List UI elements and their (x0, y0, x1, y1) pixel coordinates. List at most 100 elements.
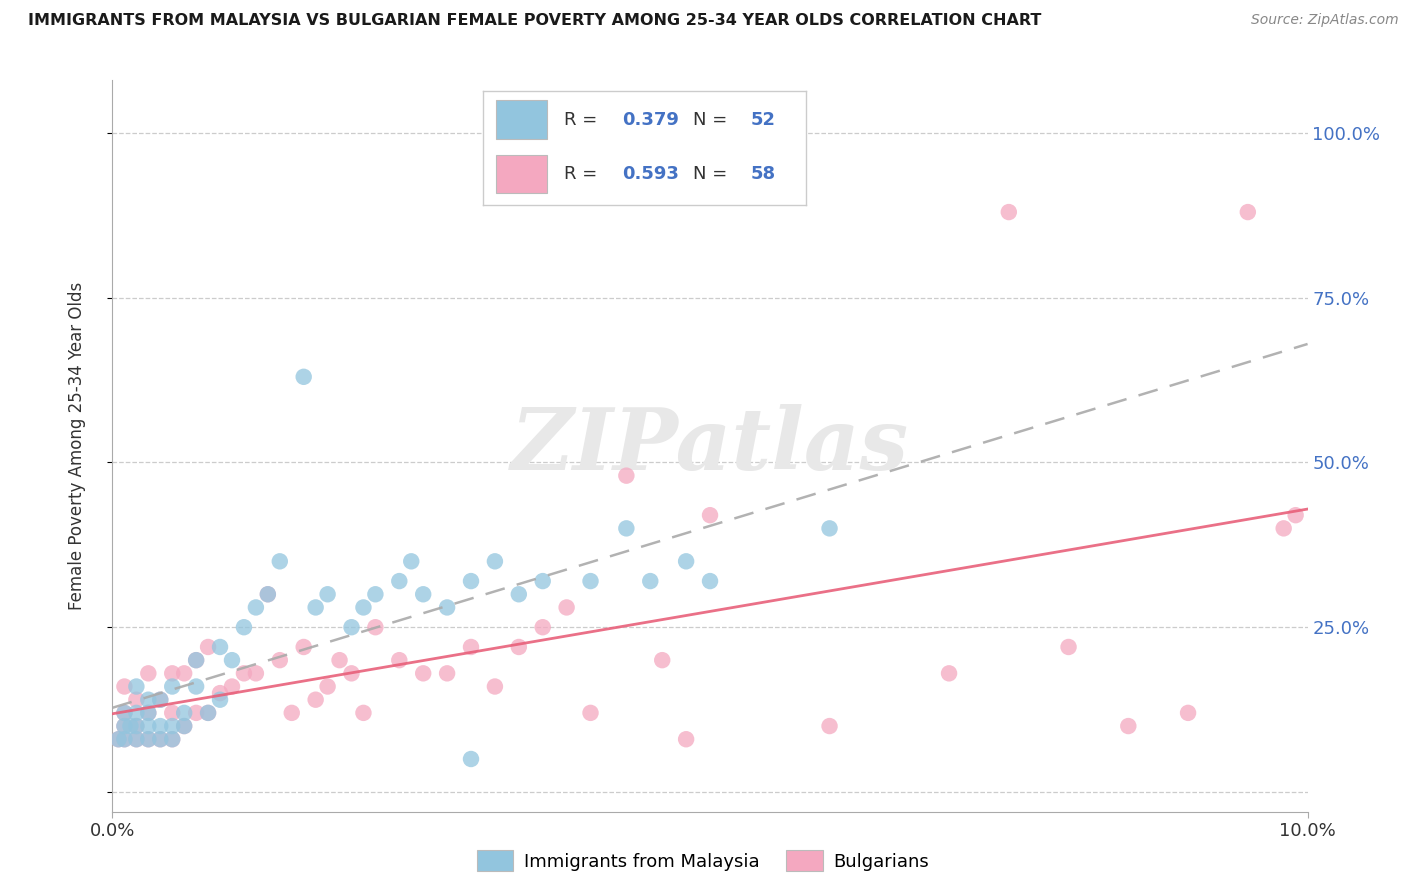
Point (1237, 205, 1260, 219)
Point (579, 706, 602, 720)
Point (107, 732, 129, 747)
Point (1057, 640, 1080, 654)
Point (818, 719, 841, 733)
Point (197, 706, 219, 720)
Point (114, 732, 135, 747)
Point (1118, 719, 1140, 733)
Point (460, 574, 482, 588)
Point (232, 666, 256, 681)
Point (125, 680, 148, 694)
Point (340, 620, 363, 634)
Point (125, 719, 148, 733)
Point (412, 587, 434, 601)
Point (173, 719, 195, 733)
Point (125, 706, 148, 720)
Point (304, 692, 326, 706)
Point (114, 732, 135, 747)
Point (186, 653, 208, 667)
Point (998, 205, 1021, 219)
Point (162, 666, 183, 681)
Point (173, 666, 195, 681)
Point (107, 732, 129, 747)
Point (484, 680, 506, 694)
Point (364, 587, 387, 601)
Point (208, 686, 231, 700)
Point (1285, 508, 1308, 523)
Point (114, 680, 135, 694)
Point (208, 692, 231, 706)
Point (186, 706, 208, 720)
Point (114, 706, 135, 720)
Point (120, 719, 142, 733)
Text: Source: ZipAtlas.com: Source: ZipAtlas.com (1251, 13, 1399, 28)
Point (149, 692, 172, 706)
Point (162, 719, 183, 733)
Point (138, 719, 160, 733)
Point (340, 666, 363, 681)
Point (614, 521, 637, 535)
Point (638, 574, 662, 588)
Point (173, 719, 195, 733)
Point (114, 719, 135, 733)
Point (149, 732, 172, 747)
Point (436, 600, 458, 615)
Point (364, 620, 387, 634)
Point (388, 574, 411, 588)
Point (531, 574, 554, 588)
Y-axis label: Female Poverty Among 25-34 Year Olds: Female Poverty Among 25-34 Year Olds (67, 282, 86, 610)
Point (138, 706, 160, 720)
Point (675, 732, 697, 747)
Point (614, 468, 637, 483)
Point (412, 666, 434, 681)
Point (245, 666, 267, 681)
Point (114, 706, 135, 720)
Point (149, 732, 172, 747)
Point (1177, 706, 1199, 720)
Point (460, 752, 482, 766)
Point (138, 732, 160, 747)
Point (138, 706, 160, 720)
Text: IMMIGRANTS FROM MALAYSIA VS BULGARIAN FEMALE POVERTY AMONG 25-34 YEAR OLDS CORRE: IMMIGRANTS FROM MALAYSIA VS BULGARIAN FE… (28, 13, 1042, 29)
Point (508, 640, 530, 654)
Point (173, 706, 195, 720)
Point (221, 653, 243, 667)
Point (579, 574, 602, 588)
Point (149, 719, 172, 733)
Point (436, 666, 458, 681)
Point (149, 692, 172, 706)
Point (699, 574, 721, 588)
Point (484, 554, 506, 568)
Point (938, 666, 960, 681)
Point (316, 680, 339, 694)
Point (304, 600, 326, 615)
Point (221, 680, 243, 694)
Point (138, 692, 160, 706)
Point (138, 666, 160, 681)
Point (257, 587, 280, 601)
Point (138, 732, 160, 747)
Point (162, 732, 183, 747)
Point (281, 706, 304, 720)
Point (208, 640, 231, 654)
Point (125, 732, 148, 747)
Point (699, 508, 721, 523)
Point (508, 587, 530, 601)
Point (316, 587, 339, 601)
Point (328, 653, 352, 667)
Point (1272, 521, 1295, 535)
Point (269, 653, 291, 667)
Point (352, 600, 374, 615)
Point (651, 653, 673, 667)
Point (245, 600, 267, 615)
Point (460, 640, 482, 654)
Point (114, 719, 135, 733)
Point (531, 620, 554, 634)
Point (818, 521, 841, 535)
Point (401, 554, 423, 568)
Point (292, 640, 315, 654)
Point (197, 706, 219, 720)
Point (162, 732, 183, 747)
Point (388, 653, 411, 667)
Legend: Immigrants from Malaysia, Bulgarians: Immigrants from Malaysia, Bulgarians (470, 843, 936, 879)
Point (162, 706, 183, 720)
